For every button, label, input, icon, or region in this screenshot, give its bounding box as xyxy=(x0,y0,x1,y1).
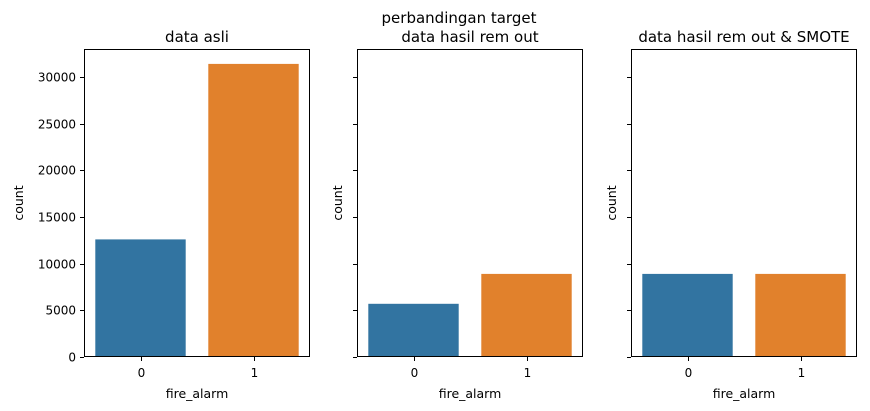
plot-frame xyxy=(357,49,583,357)
panel-0: data asli fire_alarm count 0 5000 10000 150… xyxy=(11,28,310,401)
bar xyxy=(755,273,846,357)
x-tick-label: 1 xyxy=(524,366,532,380)
panel-1: data hasil rem out fire_alarm count 0 1 xyxy=(330,28,583,401)
x-axis-label: fire_alarm xyxy=(439,386,502,401)
figure-suptitle: perbandingan target xyxy=(382,9,537,27)
y-tick-label: 0 xyxy=(68,351,76,365)
y-tick-label: 15000 xyxy=(38,211,76,225)
x-tick-label: 0 xyxy=(685,366,693,380)
y-tick-label: 20000 xyxy=(38,164,76,178)
y-tick-label: 10000 xyxy=(38,258,76,272)
bar xyxy=(481,273,572,357)
x-axis-label: fire_alarm xyxy=(713,386,776,401)
panel-title: data hasil rem out xyxy=(401,28,538,46)
panel-2: data hasil rem out & SMOTE fire_alarm co… xyxy=(604,28,857,401)
plot-frame xyxy=(84,49,310,357)
x-tick-label: 0 xyxy=(138,366,146,380)
plot-frame xyxy=(631,49,857,357)
bar xyxy=(95,239,186,357)
bar xyxy=(368,303,459,357)
y-axis-label: count xyxy=(604,185,619,220)
y-axis-label: count xyxy=(11,185,26,220)
panel-title: data hasil rem out & SMOTE xyxy=(638,28,849,46)
panel-title: data asli xyxy=(165,28,229,46)
x-tick-label: 1 xyxy=(798,366,806,380)
y-tick-label: 5000 xyxy=(45,304,76,318)
bar xyxy=(642,273,733,357)
y-tick-label: 30000 xyxy=(38,71,76,85)
y-axis-label: count xyxy=(330,185,345,220)
x-tick-label: 1 xyxy=(251,366,259,380)
bar xyxy=(208,63,299,358)
x-axis-label: fire_alarm xyxy=(166,386,229,401)
x-tick-label: 0 xyxy=(411,366,419,380)
y-tick-label: 25000 xyxy=(38,118,76,132)
